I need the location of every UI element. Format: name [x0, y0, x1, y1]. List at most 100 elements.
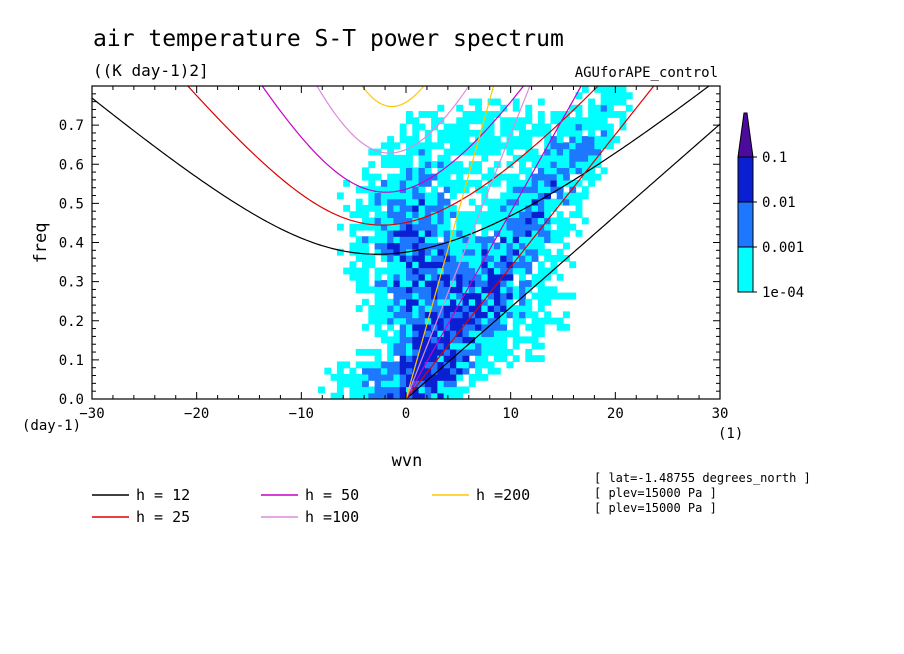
power-cell: [481, 323, 489, 331]
power-cell: [399, 136, 407, 143]
power-cell: [443, 280, 451, 287]
power-cell: [462, 361, 470, 369]
power-cell: [544, 167, 552, 175]
power-cell: [588, 104, 595, 112]
power-cell: [456, 173, 464, 181]
power-cell: [537, 129, 545, 137]
power-cell: [575, 154, 583, 162]
power-cell: [537, 298, 545, 306]
power-cell: [481, 154, 489, 162]
power-cell: [594, 104, 602, 112]
power-cell: [387, 136, 395, 143]
power-cell: [500, 355, 508, 363]
power-cell: [487, 261, 495, 269]
power-cell: [443, 123, 451, 131]
power-cell: [537, 192, 545, 200]
power-cell: [575, 204, 583, 212]
power-cell: [418, 111, 426, 118]
power-cell: [399, 373, 407, 381]
power-cell: [575, 167, 583, 175]
power-cell: [368, 223, 376, 231]
power-cell: [493, 255, 501, 262]
power-cell: [525, 167, 533, 175]
inertia-gravity-curve: [187, 86, 599, 226]
power-cell: [544, 317, 552, 325]
power-cell: [512, 336, 520, 344]
power-cell: [424, 380, 432, 388]
power-cell: [380, 386, 388, 394]
power-cell: [380, 229, 388, 237]
power-cell: [537, 198, 545, 206]
power-cell: [468, 380, 476, 388]
power-cell: [519, 192, 526, 200]
power-cell: [519, 229, 526, 237]
power-cell: [456, 129, 464, 137]
power-cell: [512, 98, 520, 106]
power-cell: [468, 98, 476, 106]
power-cell: [431, 373, 438, 381]
power-cell: [380, 236, 388, 244]
power-cell: [544, 154, 552, 162]
power-cell: [380, 280, 388, 287]
power-cell: [481, 236, 489, 244]
power-cell: [468, 267, 476, 275]
power-cell: [443, 298, 451, 306]
power-cell: [481, 192, 489, 200]
power-cell: [550, 217, 558, 225]
power-cell: [512, 342, 520, 350]
power-cell: [569, 211, 577, 219]
power-cell: [462, 236, 470, 244]
power-cell: [581, 117, 589, 125]
power-cell: [412, 323, 420, 331]
power-cell: [443, 136, 451, 143]
power-cell: [355, 280, 363, 287]
power-cell: [380, 311, 388, 319]
power-cell: [406, 317, 413, 325]
power-cell: [493, 136, 501, 143]
power-cell: [418, 323, 426, 331]
power-cell: [449, 186, 457, 194]
power-cell: [406, 355, 413, 363]
colorbar-label: 0.01: [762, 195, 796, 211]
power-cell: [418, 298, 426, 306]
power-cell: [519, 117, 526, 125]
power-cell: [387, 179, 395, 187]
power-cell: [481, 198, 489, 206]
power-cell: [537, 286, 545, 294]
power-cell: [393, 192, 401, 200]
power-cell: [393, 273, 401, 281]
power-cell: [493, 111, 501, 118]
power-cell: [406, 117, 413, 125]
power-cell: [374, 273, 382, 281]
power-cell: [531, 154, 539, 162]
power-cell: [475, 292, 482, 300]
power-cell: [437, 373, 445, 381]
power-cell: [418, 173, 426, 181]
legend-label: h = 50: [305, 486, 359, 504]
power-cell: [355, 273, 363, 281]
power-cell: [475, 217, 482, 225]
power-cell: [343, 204, 351, 212]
power-cell: [374, 223, 382, 231]
power-cell: [500, 336, 508, 344]
power-cell: [399, 242, 407, 250]
power-cell: [487, 330, 495, 337]
power-cell: [393, 342, 401, 350]
power-cell: [462, 280, 470, 287]
power-cell: [349, 223, 357, 231]
power-cell: [424, 392, 432, 399]
power-cell: [399, 179, 407, 187]
power-cell: [393, 242, 401, 250]
power-cell: [374, 236, 382, 244]
power-cell: [531, 317, 539, 325]
power-cell: [368, 361, 376, 369]
power-cell: [519, 242, 526, 250]
power-cell: [368, 373, 376, 381]
power-cell: [544, 186, 552, 194]
power-cell: [418, 280, 426, 287]
power-cell: [374, 317, 382, 325]
power-cell: [531, 323, 539, 331]
power-cell: [500, 280, 508, 287]
power-cell: [374, 386, 382, 394]
power-cell: [443, 223, 451, 231]
